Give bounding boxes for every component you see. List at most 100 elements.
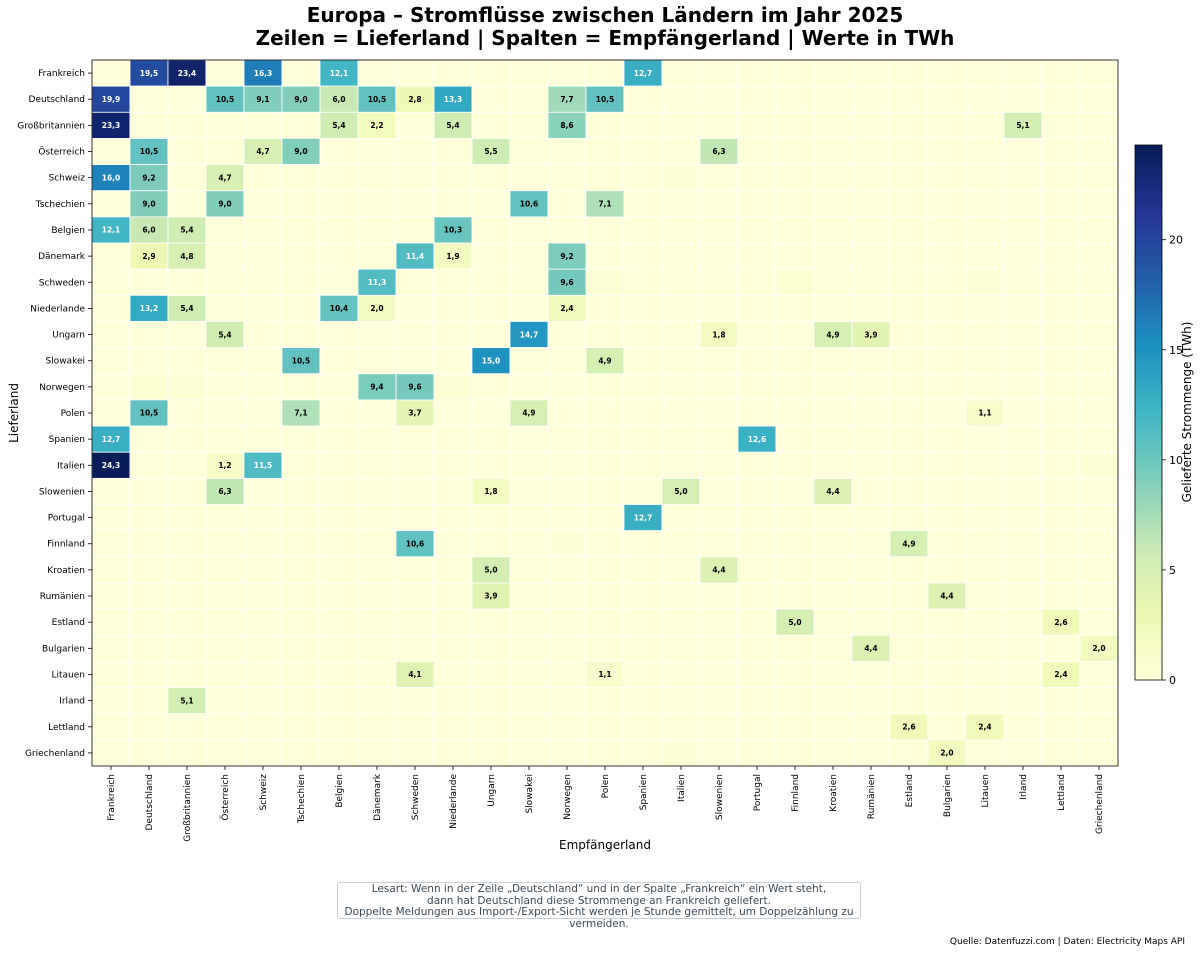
heatmap-cell	[585, 399, 625, 427]
heatmap-cell	[547, 477, 587, 505]
heatmap-cell	[737, 713, 777, 741]
heatmap-cell	[775, 347, 815, 375]
cell-value-label: 10,5	[216, 95, 235, 104]
heatmap-cell	[471, 294, 511, 322]
heatmap-cell	[357, 425, 397, 453]
heatmap-cell	[357, 687, 397, 715]
cell-value-label: 10,5	[140, 409, 159, 418]
heatmap-cell	[243, 739, 283, 767]
heatmap-cell	[433, 59, 473, 87]
heatmap-cell	[167, 713, 207, 741]
heatmap-cell	[699, 242, 739, 270]
heatmap-cell	[91, 59, 131, 87]
heatmap-cell	[319, 373, 359, 401]
cell-value-label: 5,1	[180, 696, 193, 705]
heatmap-cell	[851, 216, 891, 244]
heatmap-cell	[205, 477, 245, 505]
heatmap-cell	[737, 294, 777, 322]
heatmap-cell	[1003, 504, 1043, 532]
cell-value-label: 12,1	[102, 226, 121, 235]
heatmap-cell	[129, 164, 169, 192]
row-label: Schweiz	[49, 174, 86, 184]
heatmap-cell	[243, 347, 283, 375]
heatmap-cell	[1079, 687, 1119, 715]
heatmap-cell	[927, 425, 967, 453]
heatmap-cell	[699, 216, 739, 244]
heatmap-cell	[547, 164, 587, 192]
heatmap-cell	[585, 739, 625, 767]
heatmap-cell	[547, 556, 587, 584]
heatmap-cell	[965, 582, 1005, 610]
heatmap-cell	[661, 268, 701, 296]
heatmap-cell	[585, 373, 625, 401]
heatmap-cell	[319, 477, 359, 505]
heatmap-cell	[965, 85, 1005, 113]
heatmap-cell	[167, 477, 207, 505]
heatmap-cell	[661, 425, 701, 453]
heatmap-cell	[281, 530, 321, 558]
heatmap-cell	[889, 477, 929, 505]
heatmap-cell	[547, 425, 587, 453]
heatmap-cell	[547, 190, 587, 218]
heatmap-cell	[243, 713, 283, 741]
heatmap-cell	[129, 268, 169, 296]
cell-value-label: 5,4	[180, 226, 193, 235]
row-label: Irland	[59, 697, 85, 707]
heatmap-cell	[205, 582, 245, 610]
heatmap-cell	[509, 739, 549, 767]
heatmap-cell	[509, 425, 549, 453]
heatmap-cell	[433, 739, 473, 767]
heatmap-cell	[851, 582, 891, 610]
heatmap-cell	[623, 530, 663, 558]
heatmap-cell	[547, 687, 587, 715]
heatmap-cell	[1041, 425, 1081, 453]
heatmap-cell	[205, 713, 245, 741]
heatmap-cell	[851, 85, 891, 113]
heatmap-cell	[357, 582, 397, 610]
cell-value-label: 10,6	[520, 200, 539, 209]
cell-value-label: 1,8	[484, 487, 497, 496]
column-label: Tschechien	[297, 774, 307, 824]
cell-value-label: 10,6	[406, 539, 425, 548]
row-label: Bulgarien	[42, 644, 85, 654]
heatmap-cell	[737, 504, 777, 532]
heatmap-cell	[813, 661, 853, 688]
cell-value-label: 1,8	[712, 330, 725, 339]
heatmap-cell	[965, 242, 1005, 270]
heatmap-cell	[433, 425, 473, 453]
heatmap-cell	[205, 556, 245, 584]
heatmap-cell	[91, 713, 131, 741]
heatmap-cell	[851, 504, 891, 532]
heatmap-cell	[851, 608, 891, 636]
heatmap-cell	[547, 138, 587, 165]
heatmap-cell	[889, 530, 929, 558]
heatmap-cell	[1041, 294, 1081, 322]
colorbar-tick-label: 20	[1169, 234, 1183, 247]
heatmap-cell	[357, 504, 397, 532]
heatmap-cell	[91, 347, 131, 375]
heatmap-cell	[927, 713, 967, 741]
heatmap-cell	[1003, 294, 1043, 322]
heatmap-cell	[1079, 608, 1119, 636]
heatmap-cell	[433, 138, 473, 165]
heatmap-cell	[1003, 190, 1043, 218]
heatmap-cell	[357, 321, 397, 349]
heatmap-cell	[243, 294, 283, 322]
heatmap-cell	[243, 85, 283, 113]
cell-value-label: 15,0	[482, 356, 501, 365]
row-label: Dänemark	[38, 252, 86, 262]
heatmap-cell	[281, 425, 321, 453]
heatmap-cell	[91, 399, 131, 427]
heatmap-cell	[927, 661, 967, 688]
colorbar-ticks: 0 5 10 15 20	[1162, 234, 1183, 687]
heatmap-cell	[319, 268, 359, 296]
heatmap-cell	[91, 190, 131, 218]
heatmap-cell	[167, 608, 207, 636]
heatmap-cell	[281, 451, 321, 479]
heatmap-cell	[205, 530, 245, 558]
heatmap-cell	[319, 190, 359, 218]
heatmap-cell	[433, 634, 473, 662]
heatmap-cell	[433, 268, 473, 296]
cell-value-label: 5,4	[332, 121, 345, 130]
heatmap-cell	[1041, 85, 1081, 113]
